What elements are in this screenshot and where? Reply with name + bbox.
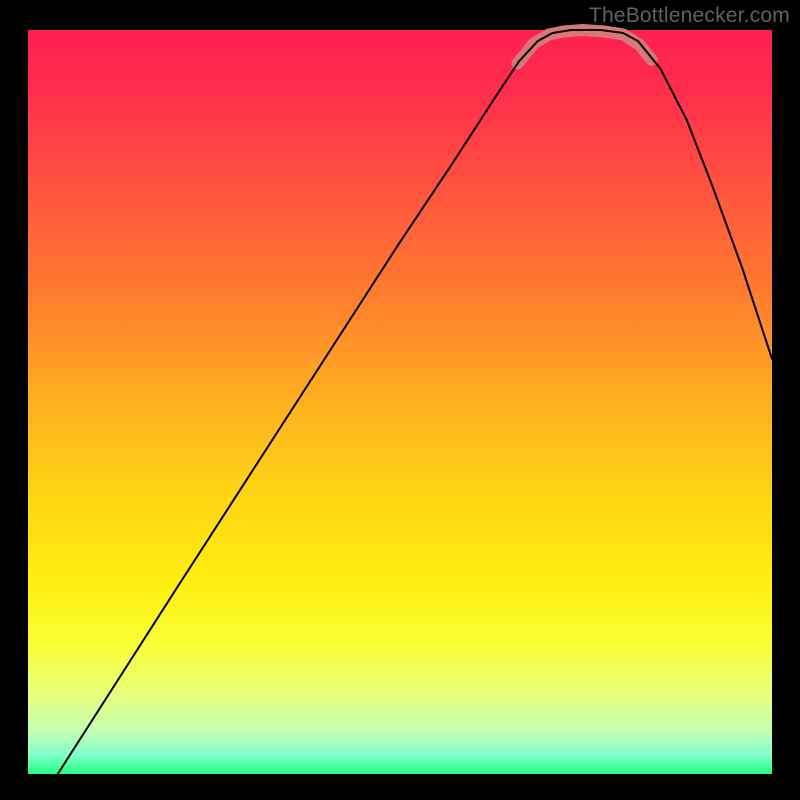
watermark-text: TheBottlenecker.com [589, 4, 790, 28]
chart-stage: TheBottlenecker.com [0, 0, 800, 800]
bottleneck-chart-svg [0, 0, 800, 800]
gradient-plot-area [28, 30, 772, 774]
